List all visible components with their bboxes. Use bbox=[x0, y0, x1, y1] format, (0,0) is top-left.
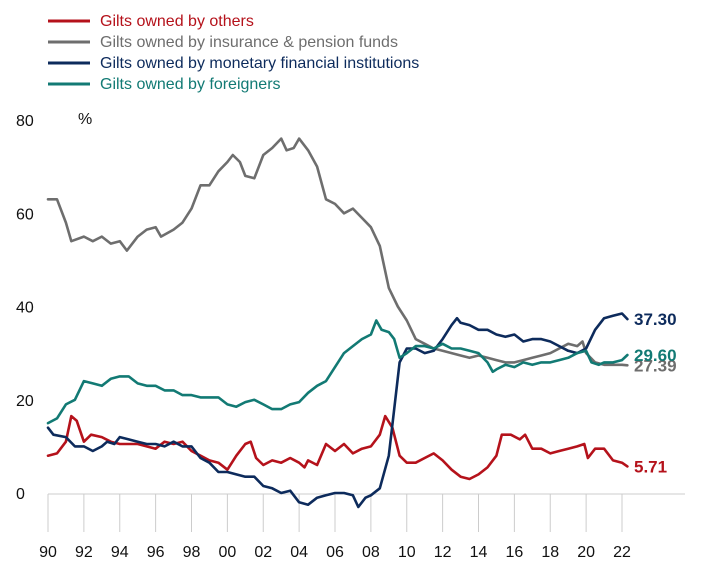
legend-item: Gilts owned by foreigners bbox=[48, 76, 281, 93]
x-tick-label: 10 bbox=[398, 544, 416, 561]
legend-label: Gilts owned by insurance & pension funds bbox=[100, 34, 398, 51]
x-tick-label: 90 bbox=[39, 544, 57, 561]
series-lines bbox=[46, 137, 629, 509]
x-tick-label: 18 bbox=[541, 544, 559, 561]
series-end-label: 27.39 bbox=[634, 356, 677, 375]
x-tick-label: 92 bbox=[75, 544, 93, 561]
x-tick-label: 00 bbox=[218, 544, 236, 561]
y-tick-label: 80 bbox=[16, 113, 34, 130]
x-tick-label: 08 bbox=[362, 544, 380, 561]
legend-label: Gilts owned by others bbox=[100, 13, 254, 30]
x-tick-label: 20 bbox=[577, 544, 595, 561]
y-tick-label: 40 bbox=[16, 300, 34, 317]
legend-item: Gilts owned by monetary financial instit… bbox=[48, 55, 419, 72]
series-line bbox=[46, 319, 629, 425]
series-end-label: 29.60 bbox=[634, 346, 677, 365]
x-tick-label: 04 bbox=[290, 544, 308, 561]
x-tick-label: 12 bbox=[434, 544, 452, 561]
chart-legend: Gilts owned by others Gilts owned by insu… bbox=[48, 13, 419, 93]
x-tick-label: 02 bbox=[254, 544, 272, 561]
legend-item: Gilts owned by insurance & pension funds bbox=[48, 34, 398, 51]
series-end-label: 37.30 bbox=[634, 310, 677, 329]
y-tick-label: 0 bbox=[16, 486, 25, 503]
y-tick-label: 60 bbox=[16, 206, 34, 223]
x-tick-label: 94 bbox=[111, 544, 129, 561]
end-labels: 5.71 27.39 37.30 29.60 bbox=[634, 310, 677, 476]
series-line bbox=[46, 137, 629, 367]
x-tick-label: 06 bbox=[326, 544, 344, 561]
legend-label: Gilts owned by foreigners bbox=[100, 76, 281, 93]
x-tick-label: 98 bbox=[183, 544, 201, 561]
series-line bbox=[46, 312, 629, 509]
x-tick-label: 22 bbox=[613, 544, 631, 561]
series-line bbox=[46, 414, 629, 481]
y-tick-label: 20 bbox=[16, 393, 34, 410]
legend-item: Gilts owned by others bbox=[48, 13, 254, 30]
x-axis: 90 92 94 96 98 00 02 04 06 08 10 12 14 16 18 20 22 bbox=[39, 494, 631, 561]
y-axis: 0 20 40 60 80 bbox=[16, 113, 34, 503]
y-axis-label: % bbox=[78, 111, 92, 128]
x-tick-label: 16 bbox=[505, 544, 523, 561]
x-tick-label: 96 bbox=[147, 544, 165, 561]
legend-label: Gilts owned by monetary financial instit… bbox=[100, 55, 419, 72]
x-tick-label: 14 bbox=[470, 544, 488, 561]
series-end-label: 5.71 bbox=[634, 457, 667, 476]
